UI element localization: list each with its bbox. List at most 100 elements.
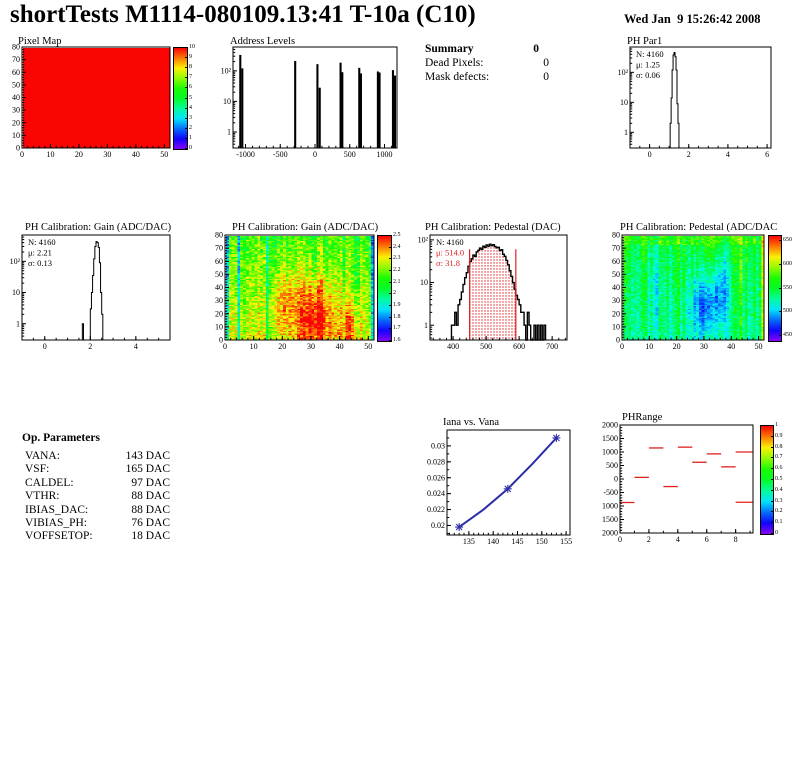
- pedestal_map-colorbar: [768, 235, 782, 342]
- voffsetop-value: 18 DAC: [131, 530, 170, 543]
- vibias-ph-label: VIBIAS_PH:: [25, 517, 87, 530]
- vana-label: VANA:: [25, 450, 60, 462]
- ph-par1-title: PH Par1: [627, 36, 663, 47]
- pixel_map-colorbar: [173, 47, 188, 150]
- svg-text:0: 0: [313, 150, 317, 159]
- pedestal-histogram-panel: PH Calibration: Pedestal (DAC) 400 500 600…: [415, 220, 615, 362]
- pedestal-map-panel: PH Calibration: Pedestal (ADC/DAC 0 10 20 3…: [612, 220, 796, 362]
- svg-text:1500: 1500: [602, 515, 618, 524]
- svg-text:2: 2: [687, 150, 691, 159]
- ph_range-colorbar: [760, 425, 774, 535]
- svg-text:30: 30: [700, 342, 708, 351]
- summary-title: Summary: [425, 43, 474, 55]
- svg-text:400: 400: [447, 342, 459, 351]
- svg-text:N: 4160: N: 4160: [28, 237, 56, 247]
- svg-text:500: 500: [480, 342, 492, 351]
- svg-text:20: 20: [612, 309, 620, 318]
- svg-text:70: 70: [215, 244, 223, 253]
- svg-text:70: 70: [612, 244, 620, 253]
- ibias-dac-label: IBIAS_DAC:: [25, 503, 89, 516]
- svg-text:0: 0: [223, 342, 227, 351]
- svg-text:20: 20: [75, 150, 83, 159]
- svg-text:50: 50: [755, 342, 763, 351]
- svg-text:30: 30: [612, 296, 620, 305]
- op-parameters-block: Op. Parameters VANA: 143 DAC VSF: 165 DAC …: [10, 425, 210, 555]
- address-levels-panel: Address Levels -1000 -500 0 500 1000 1 10 10²: [215, 36, 410, 168]
- iana-vs-vana-panel: Iana vs. Vana 135 140 145 150 155 0.02 0.022 0.…: [420, 410, 598, 552]
- vibias-ph-value: 76 DAC: [131, 517, 170, 530]
- svg-text:10: 10: [612, 322, 620, 331]
- svg-text:0: 0: [620, 342, 624, 351]
- pedestal-map-plot: 0 10 20 30 40 50 0 10 20 30 40 50 60 70 80: [612, 231, 765, 351]
- pedestal-map-heatmap: [622, 235, 764, 340]
- op-param-row-voffsetop: VOFFSETOP: 18 DAC: [25, 530, 170, 543]
- vana-value: 143 DAC: [125, 450, 170, 462]
- svg-text:30: 30: [12, 106, 20, 115]
- svg-text:50: 50: [12, 80, 20, 89]
- svg-text:4: 4: [134, 342, 138, 351]
- svg-text:600: 600: [513, 342, 525, 351]
- svg-text:N: 4160: N: 4160: [636, 49, 664, 59]
- svg-text:30: 30: [103, 150, 111, 159]
- svg-text:1500: 1500: [602, 434, 618, 443]
- svg-text:80: 80: [215, 231, 223, 240]
- svg-text:10: 10: [215, 322, 223, 331]
- pedestal-histogram-title: PH Calibration: Pedestal (DAC): [425, 222, 561, 233]
- svg-text:10: 10: [250, 342, 258, 351]
- svg-text:40: 40: [612, 283, 620, 292]
- pixel-map-title: Pixel Map: [18, 36, 62, 47]
- svg-text:4: 4: [726, 150, 730, 159]
- iana-vs-vana-plot: 135 140 145 150 155 0.02 0.022 0.024 0.026 0.028 0…: [427, 429, 572, 546]
- svg-text:0.02: 0.02: [431, 521, 445, 530]
- svg-text:2000: 2000: [602, 421, 618, 430]
- svg-text:80: 80: [12, 43, 20, 52]
- svg-text:155: 155: [560, 537, 572, 546]
- svg-text:0: 0: [648, 150, 652, 159]
- op-param-row-vthr: VTHR: 88 DAC: [25, 490, 170, 503]
- svg-text:-500: -500: [273, 150, 288, 159]
- svg-text:10: 10: [645, 342, 653, 351]
- svg-text:40: 40: [336, 342, 344, 351]
- svg-text:1: 1: [624, 128, 628, 137]
- svg-text:0: 0: [614, 475, 618, 484]
- svg-text:20: 20: [215, 309, 223, 318]
- timestamp: Wed Jan 9 15:26:42 2008: [624, 12, 761, 26]
- voffsetop-label: VOFFSETOP:: [25, 530, 93, 543]
- pixel-map-plot: 0 10 20 30 40 50 0 10 20 30 40 50 60 70 80: [12, 43, 171, 159]
- ph-range-title: PHRange: [622, 412, 663, 423]
- svg-text:0: 0: [43, 342, 47, 351]
- op-parameters-title: Op. Parameters: [22, 432, 100, 444]
- svg-text:60: 60: [215, 257, 223, 266]
- svg-text:0.028: 0.028: [427, 457, 445, 466]
- gain-map-title: PH Calibration: Gain (ADC/DAC): [232, 222, 379, 233]
- svg-text:80: 80: [612, 231, 620, 240]
- svg-text:0.026: 0.026: [427, 473, 445, 482]
- caldel-value: 97 DAC: [131, 476, 170, 489]
- svg-text:-1000: -1000: [236, 150, 255, 159]
- op-param-row-ibias-dac: IBIAS_DAC: 88 DAC: [25, 504, 170, 517]
- svg-text:50: 50: [364, 342, 372, 351]
- svg-text:70: 70: [12, 55, 20, 64]
- ph-range-plot: 0 2 4 6 8 2000 1500 1000 500 0 -500 1000 1500 2000: [602, 421, 754, 544]
- address-levels-plot: -1000 -500 0 500 1000 1 10 10²: [221, 46, 398, 159]
- svg-text:500: 500: [606, 461, 618, 470]
- ph-par1-panel: PH Par1 0 2 4 6 1 10 10² N: 4160 μ: 1.25 σ: 0.06: [612, 36, 796, 168]
- svg-text:0: 0: [219, 336, 223, 345]
- pixel-map-panel: Pixel Map 0 10 20 30 40 50 0 10 20 30 40 50 60 70 80 1…: [0, 36, 200, 168]
- svg-text:2: 2: [647, 535, 651, 544]
- svg-text:0: 0: [20, 150, 24, 159]
- svg-text:500: 500: [344, 150, 356, 159]
- svg-text:0: 0: [16, 144, 20, 153]
- summary-row-dead-pixels: Dead Pixels: 0: [425, 56, 549, 70]
- svg-text:μ: 1.25: μ: 1.25: [636, 60, 660, 70]
- mask-defects-value: 0: [543, 71, 549, 83]
- mask-defects-label: Mask defects:: [425, 71, 490, 83]
- pixel-map-heatmap: [22, 47, 170, 148]
- svg-text:4: 4: [676, 535, 680, 544]
- ibias-dac-value: 88 DAC: [131, 503, 170, 516]
- svg-text:10: 10: [223, 97, 231, 106]
- svg-text:50: 50: [160, 150, 168, 159]
- summary-block: Summary 0 Dead Pixels: 0 Mask defects: 0: [425, 42, 595, 112]
- summary-value: 0: [533, 43, 539, 55]
